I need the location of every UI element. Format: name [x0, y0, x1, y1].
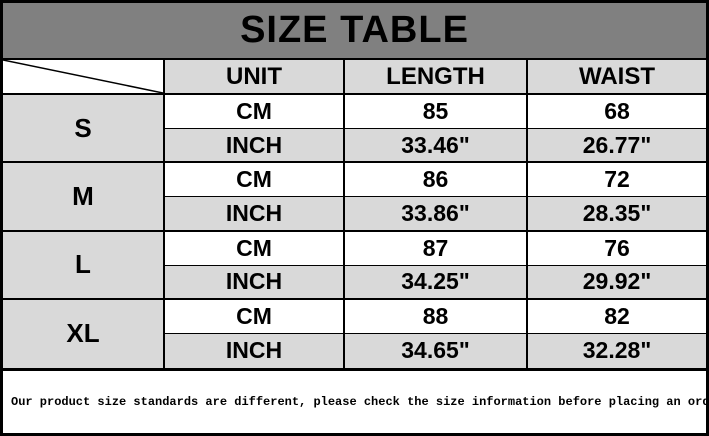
cell-s-inch-unit: INCH — [165, 129, 345, 164]
cell-m-inch-length: 33.86" — [345, 197, 528, 232]
cell-xl-inch-length: 34.65" — [345, 333, 528, 368]
cell-l-cm-waist: 76 — [528, 231, 706, 266]
cell-s-cm-unit: CM — [165, 95, 345, 130]
cell-xl-cm-waist: 82 — [528, 299, 706, 334]
cell-s-inch-length: 33.46" — [345, 129, 528, 164]
size-label-m: M — [3, 163, 165, 232]
cell-s-inch-waist: 26.77" — [528, 129, 706, 164]
corner-diagonal-cell — [3, 60, 165, 95]
size-label-l: L — [3, 231, 165, 300]
diagonal-line-icon — [3, 60, 163, 93]
size-label-xl: XL — [3, 299, 165, 368]
cell-m-cm-length: 86 — [345, 163, 528, 198]
cell-l-cm-unit: CM — [165, 231, 345, 266]
cell-l-inch-unit: INCH — [165, 265, 345, 300]
column-header-length: LENGTH — [345, 60, 528, 95]
column-header-waist: WAIST — [528, 60, 706, 95]
size-disclaimer-note: Our product size standards are different… — [3, 368, 706, 433]
cell-xl-inch-unit: INCH — [165, 333, 345, 368]
cell-m-cm-waist: 72 — [528, 163, 706, 198]
cell-m-inch-waist: 28.35" — [528, 197, 706, 232]
cell-l-inch-length: 34.25" — [345, 265, 528, 300]
size-label-s: S — [3, 95, 165, 164]
cell-xl-inch-waist: 32.28" — [528, 333, 706, 368]
cell-xl-cm-length: 88 — [345, 299, 528, 334]
table-title: SIZE TABLE — [3, 3, 706, 60]
cell-m-inch-unit: INCH — [165, 197, 345, 232]
column-header-unit: UNIT — [165, 60, 345, 95]
cell-s-cm-waist: 68 — [528, 95, 706, 130]
cell-l-inch-waist: 29.92" — [528, 265, 706, 300]
cell-xl-cm-unit: CM — [165, 299, 345, 334]
cell-m-cm-unit: CM — [165, 163, 345, 198]
cell-s-cm-length: 85 — [345, 95, 528, 130]
cell-l-cm-length: 87 — [345, 231, 528, 266]
